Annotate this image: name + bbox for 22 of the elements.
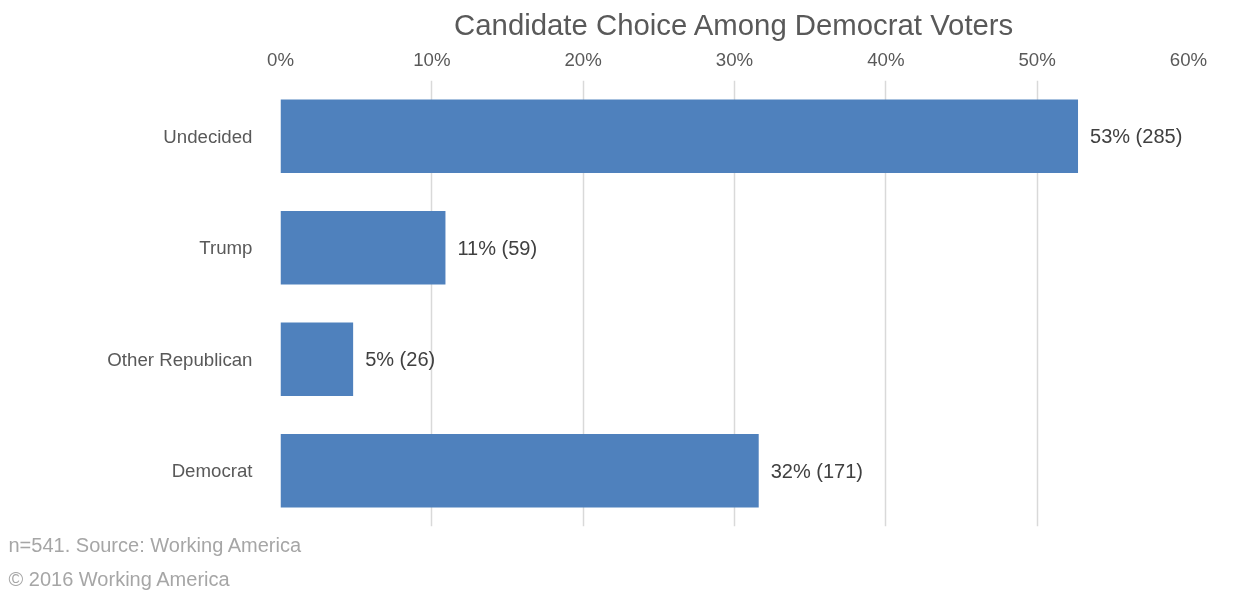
x-tick-label: 50% [1018, 48, 1056, 70]
x-tick-label: 40% [867, 48, 905, 70]
x-tick-label: 60% [1169, 48, 1208, 70]
bar [280, 433, 759, 508]
x-tick-label: 20% [564, 48, 602, 70]
y-tick-label: Trump [199, 237, 253, 259]
data-label: 11% (59) [457, 236, 538, 259]
text: n=541. Source: Working America [8, 533, 302, 556]
data-label: 32% (171) [770, 459, 863, 482]
bar [280, 210, 446, 285]
x-tick-label: 30% [715, 48, 754, 70]
y-tick-label: Undecided [163, 125, 253, 147]
text: © 2016 Working America [8, 567, 231, 590]
y-tick-label: Other Republican [107, 348, 253, 370]
data-label: 53% (285) [1090, 125, 1183, 148]
x-tick-label: 0% [267, 48, 294, 70]
data-label: 5% (26) [365, 348, 436, 371]
chart-title: Candidate Choice Among Democrat Voters [454, 7, 1014, 41]
bar [280, 322, 354, 397]
bar [280, 99, 1079, 174]
x-tick-label: 10% [413, 48, 451, 70]
y-tick-label: Democrat [171, 460, 254, 482]
